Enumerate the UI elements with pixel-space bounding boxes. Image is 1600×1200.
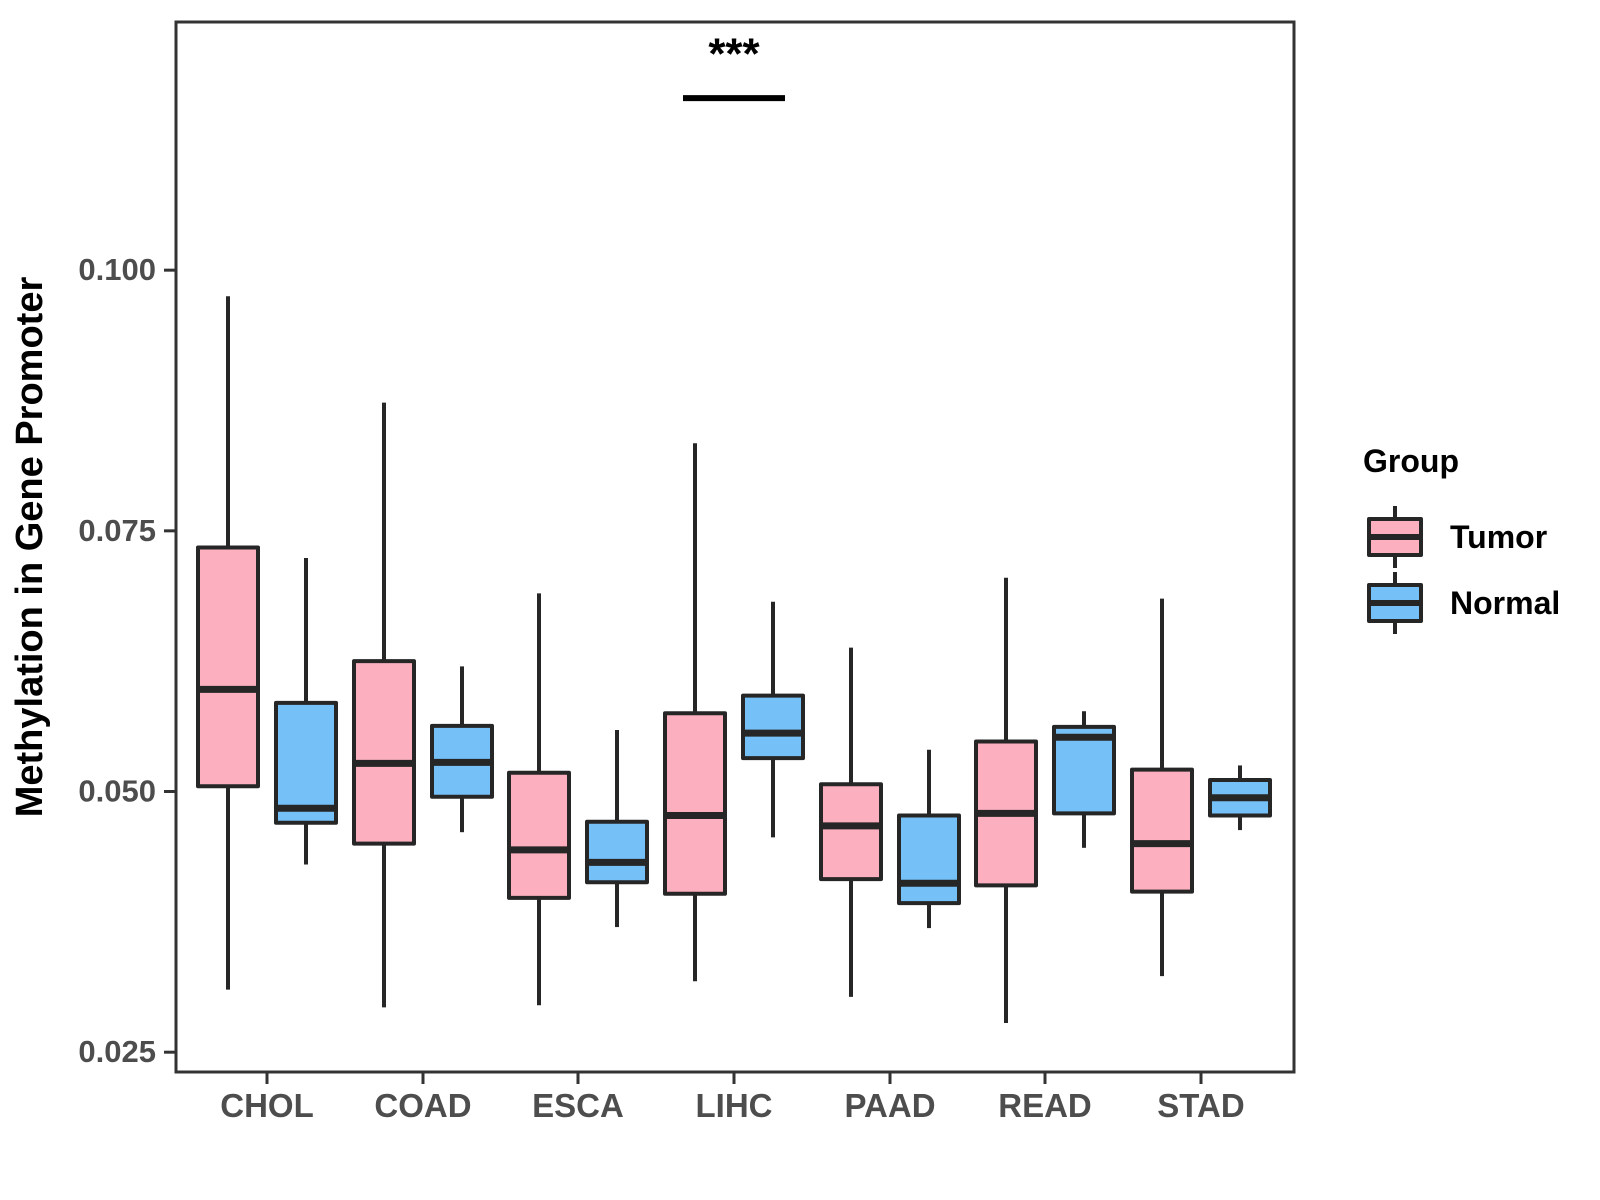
box-normal-stad bbox=[1208, 765, 1272, 831]
box-tumor-paad bbox=[819, 647, 883, 997]
legend-title: Group bbox=[1363, 443, 1459, 479]
iqr-box bbox=[507, 770, 571, 900]
x-tick-label-coad: COAD bbox=[374, 1087, 471, 1124]
iqr-box bbox=[819, 782, 883, 882]
iqr-box bbox=[897, 813, 961, 906]
box-tumor-coad bbox=[352, 402, 416, 1008]
y-axis-title: Methylation in Gene Promoter bbox=[9, 277, 51, 818]
iqr-box bbox=[585, 819, 649, 885]
iqr-box bbox=[741, 693, 805, 761]
y-tick-label: 0.025 bbox=[78, 1034, 156, 1069]
x-tick-label-lihc: LIHC bbox=[696, 1087, 773, 1124]
box-tumor-chol bbox=[196, 296, 260, 990]
box-tumor-esca bbox=[507, 593, 571, 1006]
iqr-box bbox=[274, 700, 338, 825]
legend-label-tumor: Tumor bbox=[1450, 519, 1547, 555]
y-tick-label: 0.075 bbox=[78, 513, 156, 548]
iqr-box bbox=[196, 545, 260, 789]
iqr-box bbox=[1130, 767, 1194, 894]
legend-key-tumor bbox=[1367, 506, 1423, 568]
panel-border bbox=[174, 20, 1296, 1074]
box-tumor-read bbox=[974, 577, 1038, 1023]
iqr-box bbox=[352, 659, 416, 846]
significance-stars: *** bbox=[708, 29, 760, 78]
box-normal-coad bbox=[430, 666, 494, 833]
box-normal-paad bbox=[897, 749, 961, 929]
box-tumor-stad bbox=[1130, 598, 1194, 977]
box-normal-read bbox=[1052, 711, 1116, 848]
x-tick-label-stad: STAD bbox=[1157, 1087, 1244, 1124]
x-tick-label-read: READ bbox=[998, 1087, 1092, 1124]
box-normal-esca bbox=[585, 729, 649, 928]
y-tick-label: 0.050 bbox=[78, 774, 156, 809]
box-normal-lihc bbox=[741, 601, 805, 838]
x-tick-label-paad: PAAD bbox=[844, 1087, 935, 1124]
legend-key-normal bbox=[1367, 572, 1423, 634]
legend-label-normal: Normal bbox=[1450, 585, 1560, 621]
box-normal-chol bbox=[274, 557, 338, 865]
iqr-box bbox=[1052, 724, 1116, 816]
iqr-box bbox=[663, 711, 727, 896]
x-tick-label-chol: CHOL bbox=[220, 1087, 314, 1124]
x-tick-label-esca: ESCA bbox=[532, 1087, 624, 1124]
y-tick-label: 0.100 bbox=[78, 252, 156, 287]
box-tumor-lihc bbox=[663, 443, 727, 982]
